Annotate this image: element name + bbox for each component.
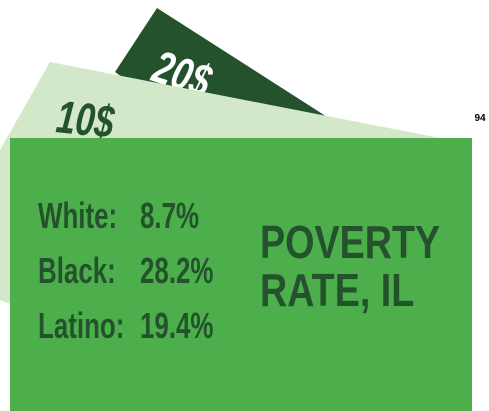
page-number: 94 [474,113,486,124]
row-value: 28.2% [140,251,214,291]
page: 20$ 10$ 94 White:8.7%Black:28.2%Latino:1… [0,0,489,411]
row-label: Latino: [38,306,124,346]
title-line: POVERTY [260,216,440,267]
title-line: RATE, IL [260,264,414,315]
row-label: White: [38,196,117,236]
row-value: 8.7% [140,196,199,236]
row-label: Black: [38,251,116,291]
row-value: 19.4% [140,306,214,346]
infographic: 20$ 10$ 94 White:8.7%Black:28.2%Latino:1… [0,0,489,411]
